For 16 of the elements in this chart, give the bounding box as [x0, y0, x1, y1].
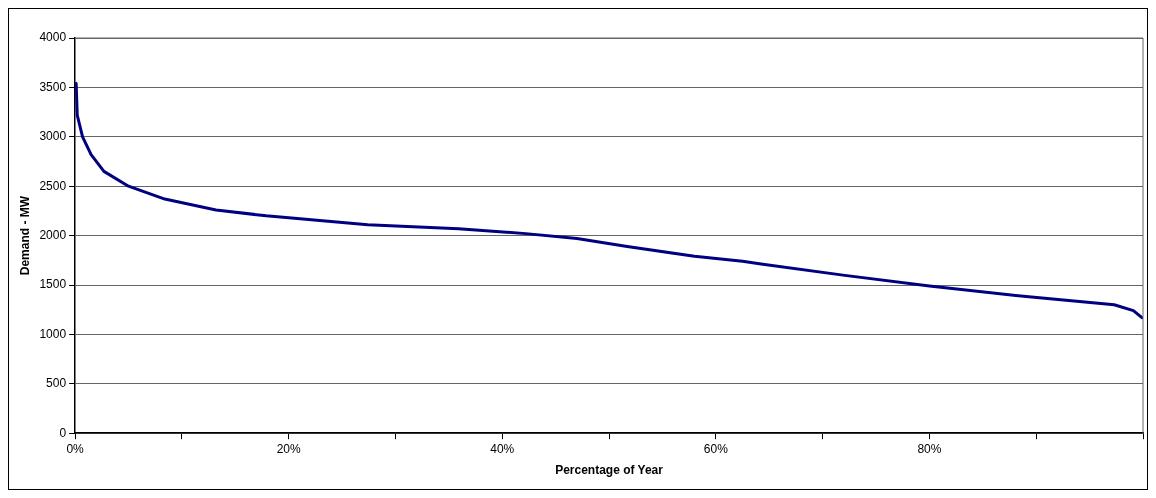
y-tick-label: 1000 — [39, 326, 67, 341]
y-tick-label: 4000 — [39, 30, 67, 45]
y-axis-title: Demand - MW — [17, 195, 32, 276]
x-tick-label: 80% — [917, 441, 942, 456]
y-tick-label: 2000 — [39, 227, 67, 242]
x-tick-label: 20% — [276, 441, 302, 456]
y-tick-label: 3500 — [39, 79, 67, 94]
x-tick-label: 0% — [66, 441, 85, 456]
y-tick-label: 0 — [59, 425, 67, 440]
y-tick-label: 1500 — [39, 277, 67, 292]
x-tick-label: 60% — [703, 441, 729, 456]
y-tick-label: 3000 — [39, 129, 67, 144]
y-tick-label: 2500 — [39, 178, 67, 193]
x-tick-label: 40% — [490, 441, 515, 456]
x-axis-title: Percentage of Year — [555, 463, 664, 478]
y-tick-label: 500 — [46, 376, 67, 391]
